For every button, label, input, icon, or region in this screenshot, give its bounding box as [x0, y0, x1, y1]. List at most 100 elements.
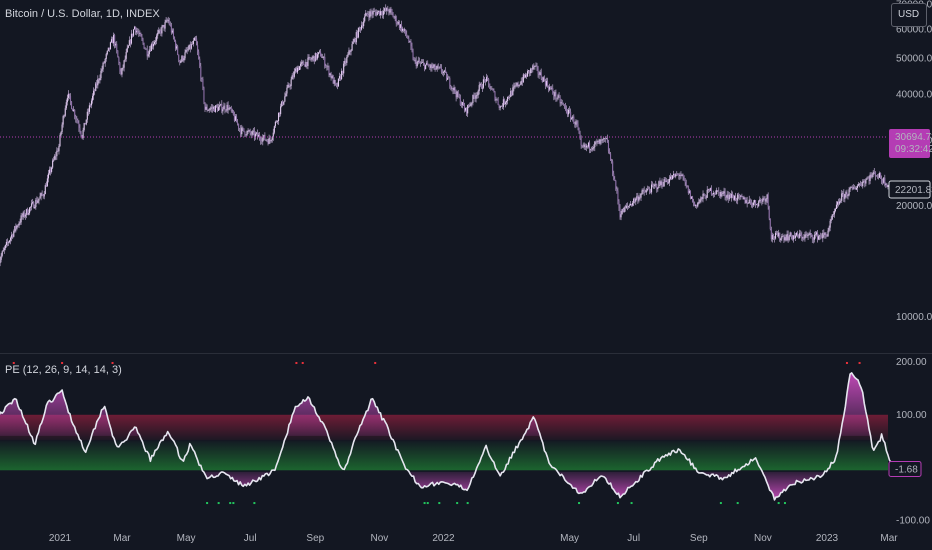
time-tick-label: Mar: [113, 533, 131, 544]
candle-body: [564, 105, 566, 108]
candle-body: [67, 93, 69, 98]
candle-body: [816, 232, 819, 240]
candle-body: [354, 38, 356, 43]
candle-body: [59, 135, 61, 147]
candle-body: [412, 50, 414, 60]
candle-body: [200, 66, 202, 79]
candle-body: [44, 185, 46, 195]
candle-body: [703, 193, 705, 196]
price-axis[interactable]: 70000.0060000.0050000.0040000.0030000.00…: [888, 0, 932, 323]
candle-body: [291, 75, 293, 80]
candle-body: [452, 87, 454, 91]
candle-body: [80, 131, 82, 136]
candle-body: [826, 236, 828, 237]
candle-body: [670, 176, 673, 180]
candle-body: [212, 107, 214, 109]
buy-signal-marker: [426, 502, 429, 505]
buy-signal-marker: [466, 502, 469, 505]
candle-body: [323, 56, 325, 58]
candle-body: [413, 59, 415, 61]
candle-body: [788, 236, 790, 241]
candle-body: [525, 74, 528, 77]
overbought-zone: [0, 414, 888, 441]
candle-body: [448, 77, 450, 79]
candle-body: [839, 201, 841, 204]
candle-body: [579, 133, 581, 139]
candle-body: [482, 79, 484, 88]
indicator-current-value: -1.68: [895, 465, 918, 476]
candle-body: [706, 189, 708, 198]
candle-body: [140, 33, 142, 37]
candle-body: [627, 205, 629, 207]
candle-body: [371, 13, 373, 15]
candle-body: [186, 49, 188, 51]
candle-body: [746, 200, 748, 204]
candle-body: [865, 179, 867, 184]
candle-body: [99, 78, 101, 81]
sell-signal-marker: [295, 361, 298, 364]
candle-body: [456, 91, 458, 98]
candle-body: [702, 193, 704, 200]
candle-body: [362, 25, 364, 27]
candle-body: [710, 187, 712, 195]
candle-body: [369, 11, 371, 18]
candle-body: [550, 86, 552, 89]
candle-body: [135, 26, 137, 33]
candle-body: [290, 79, 292, 86]
candle-body: [750, 201, 752, 206]
candle-body: [235, 116, 238, 123]
candle-body: [645, 190, 647, 193]
candle-body: [150, 44, 152, 52]
candle-body: [484, 79, 487, 82]
candle-body: [378, 10, 380, 16]
candle-body: [243, 128, 245, 132]
indicator-tick-label: 100.00: [896, 410, 927, 421]
candle-body: [723, 191, 725, 194]
candle-body: [353, 38, 355, 42]
indicator-value-tag: -1.68: [888, 461, 922, 478]
candle-body: [36, 199, 38, 203]
candle-body: [414, 59, 416, 61]
candle-body: [287, 84, 289, 88]
currency-button[interactable]: USD: [891, 3, 927, 27]
time-axis[interactable]: 2021 Mar May Jul Sep Nov 2022 May Jul Sep Nov 2023 M…: [49, 533, 898, 544]
candle-body: [48, 169, 51, 174]
price-tick-label: 60000.00: [896, 24, 932, 35]
candle-body: [259, 134, 261, 139]
candle-body: [834, 208, 836, 211]
price-pane[interactable]: [0, 4, 889, 267]
indicator-pane[interactable]: [0, 361, 894, 505]
candle-body: [639, 196, 641, 198]
candle-body: [747, 203, 749, 204]
candle-body: [803, 237, 805, 239]
sell-signal-marker: [845, 361, 848, 364]
candle-body: [275, 121, 277, 123]
candle-body: [432, 66, 434, 68]
candle-body: [565, 107, 567, 113]
price-tick-label: 40000.00: [896, 89, 932, 100]
candle-body: [857, 184, 860, 186]
candle-body: [47, 173, 49, 179]
candle-body: [226, 104, 228, 111]
candle-body: [679, 174, 681, 177]
candle-body: [16, 225, 18, 229]
candle-body: [207, 110, 209, 111]
candle-body: [120, 71, 122, 75]
candle-body: [388, 11, 390, 13]
candle-body: [233, 114, 235, 121]
buy-signal-marker: [206, 502, 209, 505]
indicator-axis[interactable]: 200.00 100.00 -100.00 -1.68: [888, 357, 930, 527]
signal-markers: [12, 361, 861, 505]
candle-body: [787, 234, 789, 241]
candle-body: [359, 27, 362, 30]
candle-body: [404, 29, 406, 31]
candle-body: [498, 104, 500, 108]
candle-body: [237, 122, 239, 124]
candle-body: [765, 198, 767, 202]
candle-body: [154, 41, 156, 44]
candle-body: [409, 41, 411, 43]
candle-body: [685, 182, 687, 186]
candle-body: [42, 194, 44, 197]
candle-body: [254, 133, 256, 138]
